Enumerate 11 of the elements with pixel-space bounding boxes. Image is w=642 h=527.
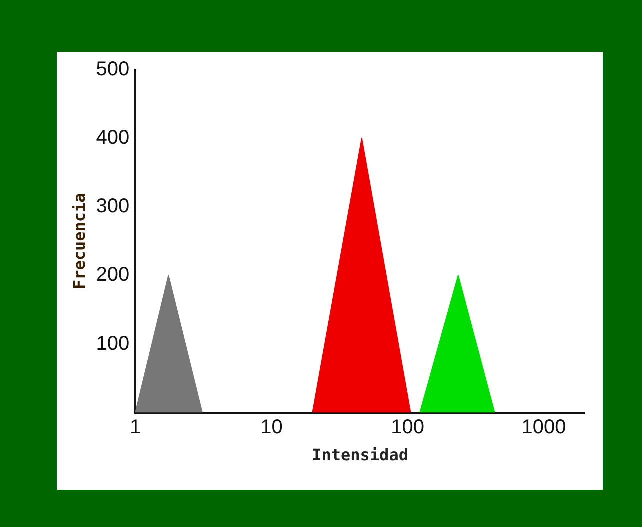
y-tick-label: 300 xyxy=(96,196,130,218)
y-tick-label: 400 xyxy=(96,127,130,150)
x-tick-label: 1 xyxy=(130,416,142,438)
x-axis-title: Intensidad xyxy=(312,446,408,465)
y-axis-title: Frecuencia xyxy=(70,193,89,290)
y-tick-label: 500 xyxy=(96,58,130,81)
x-tick-label: 100 xyxy=(391,416,425,438)
y-tick-label: 200 xyxy=(96,264,130,286)
x-tick-label: 1000 xyxy=(522,416,566,438)
y-tick-label: 100 xyxy=(96,332,130,355)
x-tick-label: 10 xyxy=(260,416,283,438)
